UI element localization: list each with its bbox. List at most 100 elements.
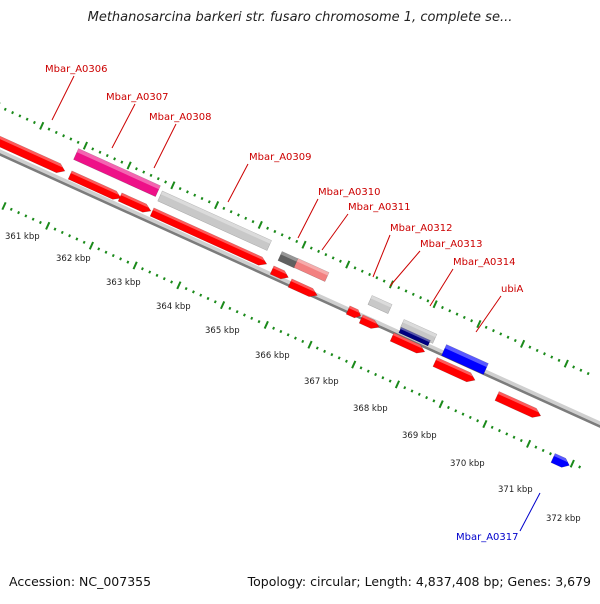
gene-label-mbar-a0307[interactable]: Mbar_A0307	[106, 92, 169, 103]
tick-mark	[176, 281, 182, 290]
tick-mark	[337, 356, 341, 360]
leader-line	[297, 198, 319, 239]
tick-mark	[447, 405, 450, 410]
tick-mark	[309, 246, 313, 250]
tick-mark	[273, 229, 277, 234]
tick-mark	[120, 160, 124, 164]
tick-mark	[88, 241, 94, 250]
tick-mark	[411, 292, 415, 296]
tick-mark	[54, 130, 58, 135]
gene-feature[interactable]	[494, 391, 543, 420]
gene-feature[interactable]	[432, 357, 477, 384]
tick-mark	[228, 306, 232, 311]
tick-mark	[178, 186, 182, 191]
gene-label-mbar-a0313[interactable]: Mbar_A0313	[420, 239, 483, 250]
tick-mark	[170, 280, 174, 284]
leader-line	[475, 295, 502, 333]
gene-label-mbar-a0310[interactable]: Mbar_A0310	[318, 187, 381, 198]
leader-line	[372, 234, 391, 278]
gene-feature[interactable]	[389, 332, 427, 356]
tick-mark	[476, 419, 480, 423]
tick-mark	[506, 335, 510, 339]
tick-mark	[287, 236, 291, 240]
tick-mark	[191, 290, 195, 294]
gene-feature[interactable]	[277, 251, 299, 269]
tick-mark	[541, 448, 545, 453]
gene-feature[interactable]	[149, 207, 268, 268]
kbp-label: 363 kbp	[106, 278, 141, 288]
tick-mark	[39, 121, 45, 130]
tick-mark	[200, 196, 204, 201]
gene-label-mbar-a0317[interactable]: Mbar_A0317	[456, 532, 519, 543]
tick-mark	[149, 173, 153, 177]
gene-feature[interactable]	[345, 305, 362, 320]
tick-mark	[351, 360, 357, 369]
gene-feature[interactable]	[287, 278, 319, 300]
tick-mark	[513, 338, 517, 343]
kbp-label: 367 kbp	[304, 377, 339, 387]
tick-mark	[286, 333, 290, 337]
tick-mark	[45, 221, 51, 230]
tick-mark	[454, 409, 458, 413]
tick-mark	[470, 319, 474, 323]
tick-mark	[155, 273, 159, 277]
tick-mark	[425, 395, 429, 400]
gene-feature[interactable]	[441, 344, 489, 375]
tick-mark	[374, 372, 378, 377]
gene-label-mbar-a0314[interactable]: Mbar_A0314	[453, 257, 516, 268]
gene-feature[interactable]	[358, 314, 381, 331]
gene-label-mbar-a0306[interactable]: Mbar_A0306	[45, 64, 108, 75]
gene-feature[interactable]	[73, 148, 161, 197]
tick-mark	[382, 279, 386, 283]
gene-feature[interactable]	[269, 265, 290, 282]
leader-line	[321, 213, 349, 251]
tick-mark	[162, 277, 166, 281]
tick-mark	[280, 233, 284, 237]
tick-mark	[307, 340, 313, 349]
kbp-label: 366 kbp	[255, 351, 290, 361]
tick-mark	[586, 371, 590, 376]
tick-mark	[3, 107, 7, 111]
tick-mark	[9, 207, 13, 211]
tick-mark	[519, 438, 523, 443]
gene-feature[interactable]	[0, 133, 67, 175]
tick-mark	[579, 368, 583, 372]
gene-feature[interactable]	[117, 192, 153, 215]
gene-label-ubia[interactable]: ubiA	[501, 284, 523, 295]
leader-line	[227, 163, 249, 203]
tick-mark	[462, 315, 466, 320]
leader-line	[153, 123, 177, 169]
tick-mark	[113, 157, 117, 161]
tick-mark	[98, 150, 102, 154]
tick-mark	[572, 365, 576, 369]
gene-label-mbar-a0311[interactable]: Mbar_A0311	[348, 202, 411, 213]
tick-mark	[492, 329, 495, 333]
kbp-label: 361 kbp	[5, 232, 40, 242]
leader-line	[429, 268, 454, 307]
leader-line	[111, 103, 136, 149]
gene-label-mbar-a0312[interactable]: Mbar_A0312	[390, 223, 453, 234]
gene-feature[interactable]	[550, 453, 572, 470]
tick-mark	[18, 114, 22, 118]
gene-label-mbar-a0308[interactable]: Mbar_A0308	[149, 112, 212, 123]
tick-mark	[213, 300, 217, 304]
tick-mark	[557, 358, 561, 362]
gene-feature[interactable]	[67, 170, 123, 202]
tick-mark	[91, 147, 95, 151]
gene-label-mbar-a0309[interactable]: Mbar_A0309	[249, 152, 312, 163]
tick-mark	[484, 325, 488, 329]
tick-mark	[528, 345, 532, 349]
tick-mark	[490, 425, 494, 429]
tick-mark	[126, 260, 130, 264]
kbp-scale-labels: 361 kbp 362 kbp 363 kbp 364 kbp 365 kbp …	[5, 232, 581, 524]
tick-mark	[323, 349, 327, 353]
tick-mark	[550, 355, 554, 359]
tick-mark	[104, 250, 108, 254]
gene-feature[interactable]	[399, 319, 438, 344]
gene-feature[interactable]	[367, 295, 393, 314]
gene-feature[interactable]	[398, 326, 431, 347]
tick-mark	[397, 286, 401, 290]
gene-feature[interactable]	[157, 190, 272, 251]
gene-feature[interactable]	[293, 258, 330, 282]
